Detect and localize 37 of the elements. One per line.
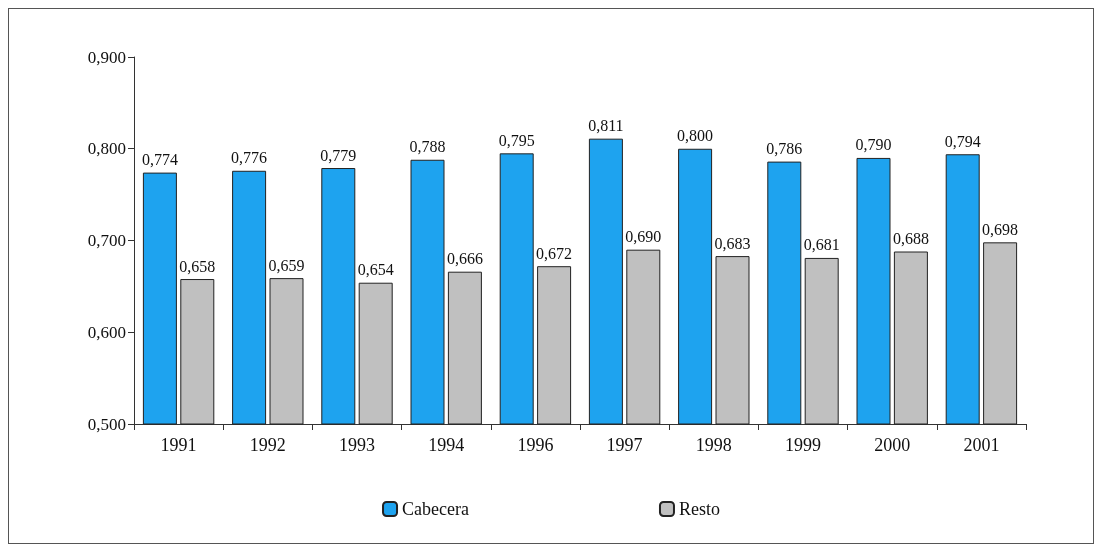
data-label: 0,658 <box>179 257 216 275</box>
data-label: 0,800 <box>677 127 714 145</box>
x-tick-label: 1992 <box>249 435 286 455</box>
y-tick-label: 0,900 <box>87 47 126 67</box>
x-tick-label: 1994 <box>428 435 465 455</box>
x-tick-label: 1997 <box>606 435 643 455</box>
y-tick-label: 0,700 <box>87 231 126 250</box>
data-label: 0,666 <box>446 250 483 268</box>
x-tick-label: 1991 <box>160 435 197 455</box>
data-label: 0,774 <box>141 151 178 169</box>
data-label: 0,795 <box>498 131 535 149</box>
x-tick-label: 2001 <box>963 435 1000 455</box>
data-label: 0,683 <box>714 234 751 252</box>
x-tick-label: 1996 <box>517 435 554 455</box>
x-tick-label: 1998 <box>695 435 732 455</box>
y-tick-label: 0,500 <box>87 414 126 434</box>
data-label: 0,690 <box>625 228 662 246</box>
legend-label: Resto <box>678 499 720 519</box>
data-label: 0,688 <box>892 230 929 248</box>
data-label: 0,788 <box>409 138 446 156</box>
x-tick-label: 2000 <box>874 435 911 455</box>
data-label: 0,779 <box>320 146 357 164</box>
x-tick-label: 1993 <box>339 435 375 455</box>
data-label: 0,811 <box>588 117 624 135</box>
data-label: 0,659 <box>268 256 305 274</box>
data-label: 0,654 <box>357 261 394 279</box>
data-label: 0,698 <box>982 220 1019 238</box>
data-label: 0,786 <box>766 140 803 158</box>
data-label: 0,681 <box>803 236 840 254</box>
x-tick-label: 1999 <box>785 435 821 455</box>
data-label: 0,790 <box>855 136 892 154</box>
data-label: 0,776 <box>231 149 268 167</box>
data-label: 0,672 <box>536 244 573 262</box>
y-tick-label: 0,800 <box>87 139 126 159</box>
legend-label: Cabecera <box>402 499 469 519</box>
data-label: 0,794 <box>944 132 981 150</box>
y-tick-label: 0,600 <box>87 322 126 342</box>
